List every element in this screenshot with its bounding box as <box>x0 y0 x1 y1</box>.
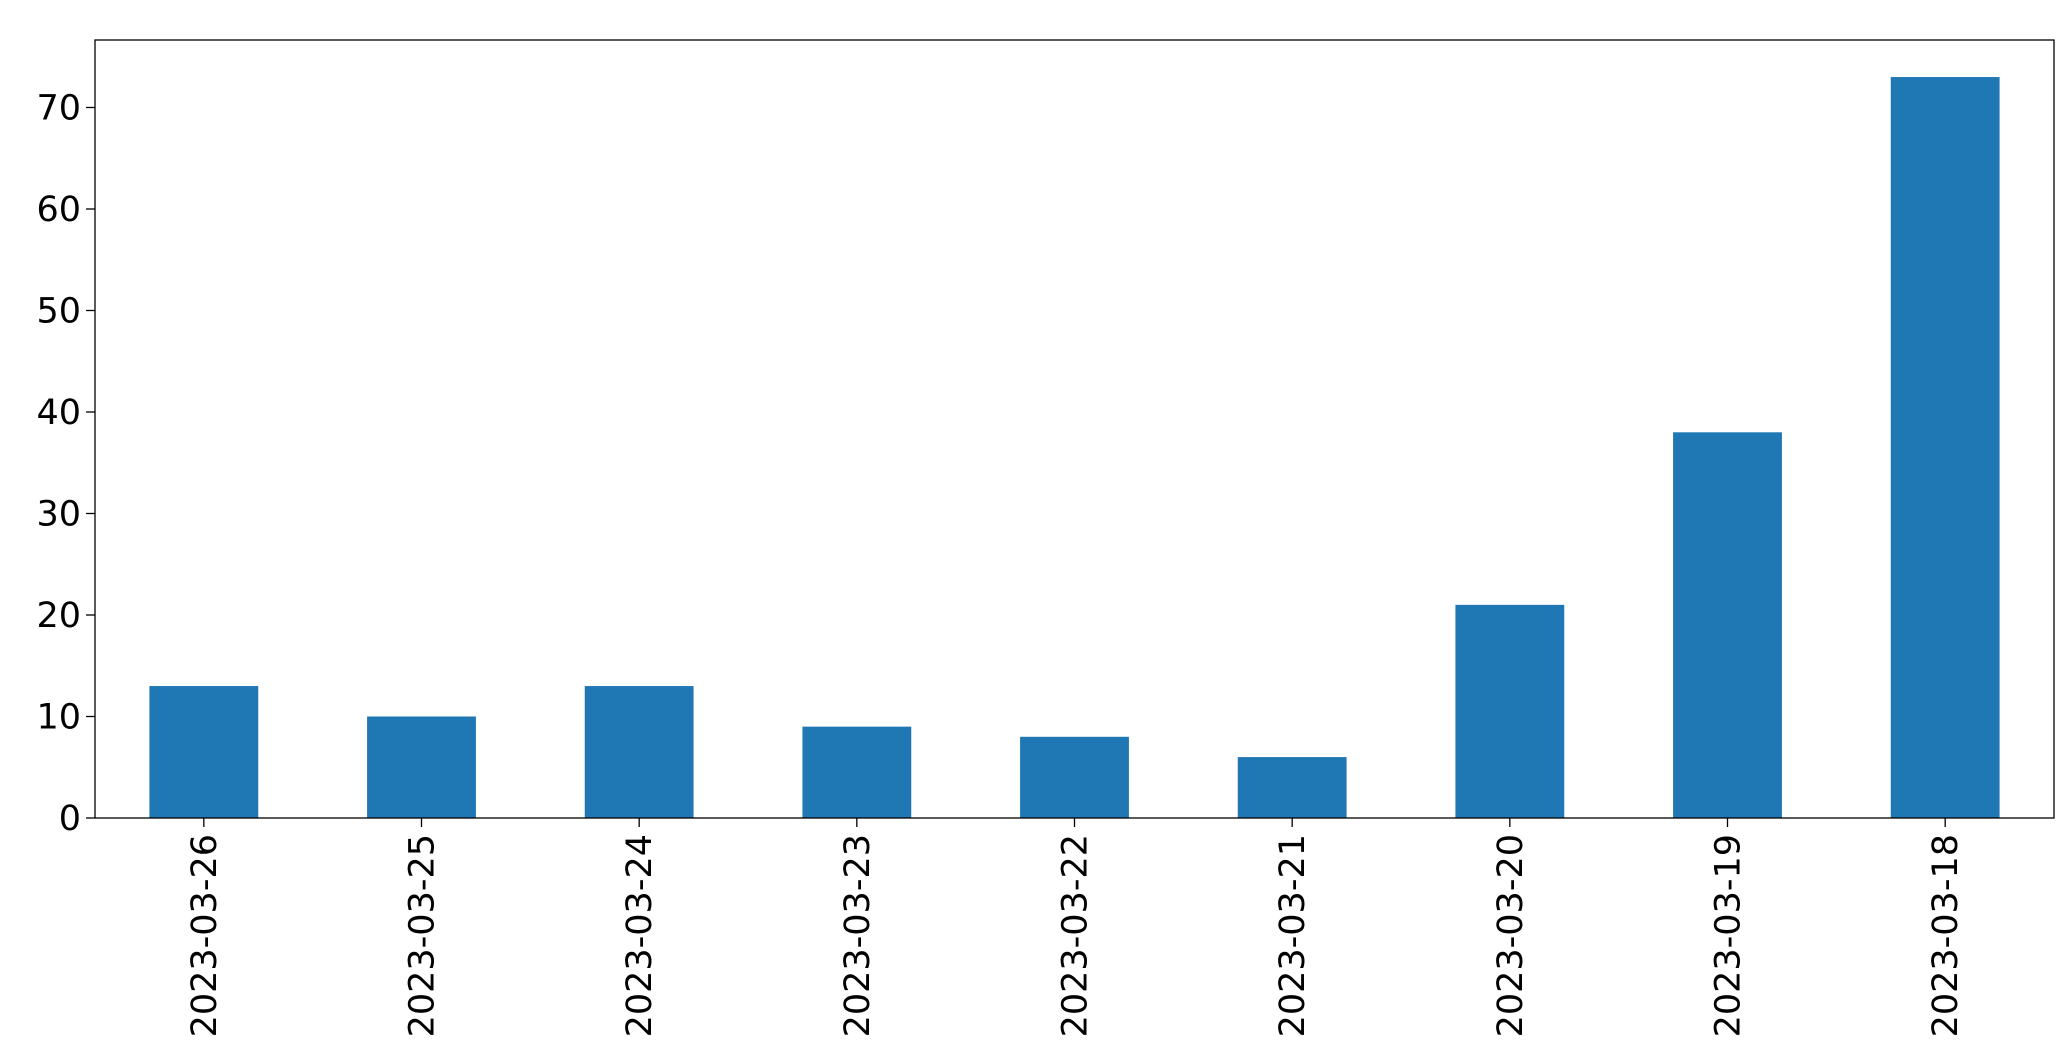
x-tick-label: 2023-03-23 <box>838 834 878 1037</box>
y-tick-label: 0 <box>59 799 81 839</box>
x-tick-label: 2023-03-20 <box>1491 834 1531 1037</box>
x-tick-label: 2023-03-21 <box>1273 834 1313 1037</box>
x-tick-label: 2023-03-22 <box>1056 834 1096 1037</box>
x-tick-label: 2023-03-19 <box>1709 834 1749 1037</box>
y-tick-label: 30 <box>36 494 81 534</box>
y-tick-label: 70 <box>36 88 81 128</box>
bar <box>1237 757 1347 818</box>
x-tick-label: 2023-03-25 <box>403 834 443 1037</box>
bar <box>1890 77 2000 819</box>
y-tick-label: 40 <box>36 393 81 433</box>
bar <box>367 716 476 818</box>
y-tick-label: 60 <box>36 190 81 230</box>
bar <box>1455 604 1565 818</box>
y-tick-label: 10 <box>36 697 81 737</box>
bar <box>149 686 259 818</box>
x-tick-label: 2023-03-24 <box>620 834 660 1037</box>
bar <box>1673 432 1782 818</box>
y-tick-label: 20 <box>36 596 81 636</box>
bar <box>1020 736 1129 818</box>
x-tick-label: 2023-03-18 <box>1926 834 1966 1037</box>
y-tick-label: 50 <box>36 291 81 331</box>
bar <box>802 726 912 818</box>
bar <box>584 686 694 818</box>
x-tick-label: 2023-03-26 <box>185 834 225 1037</box>
